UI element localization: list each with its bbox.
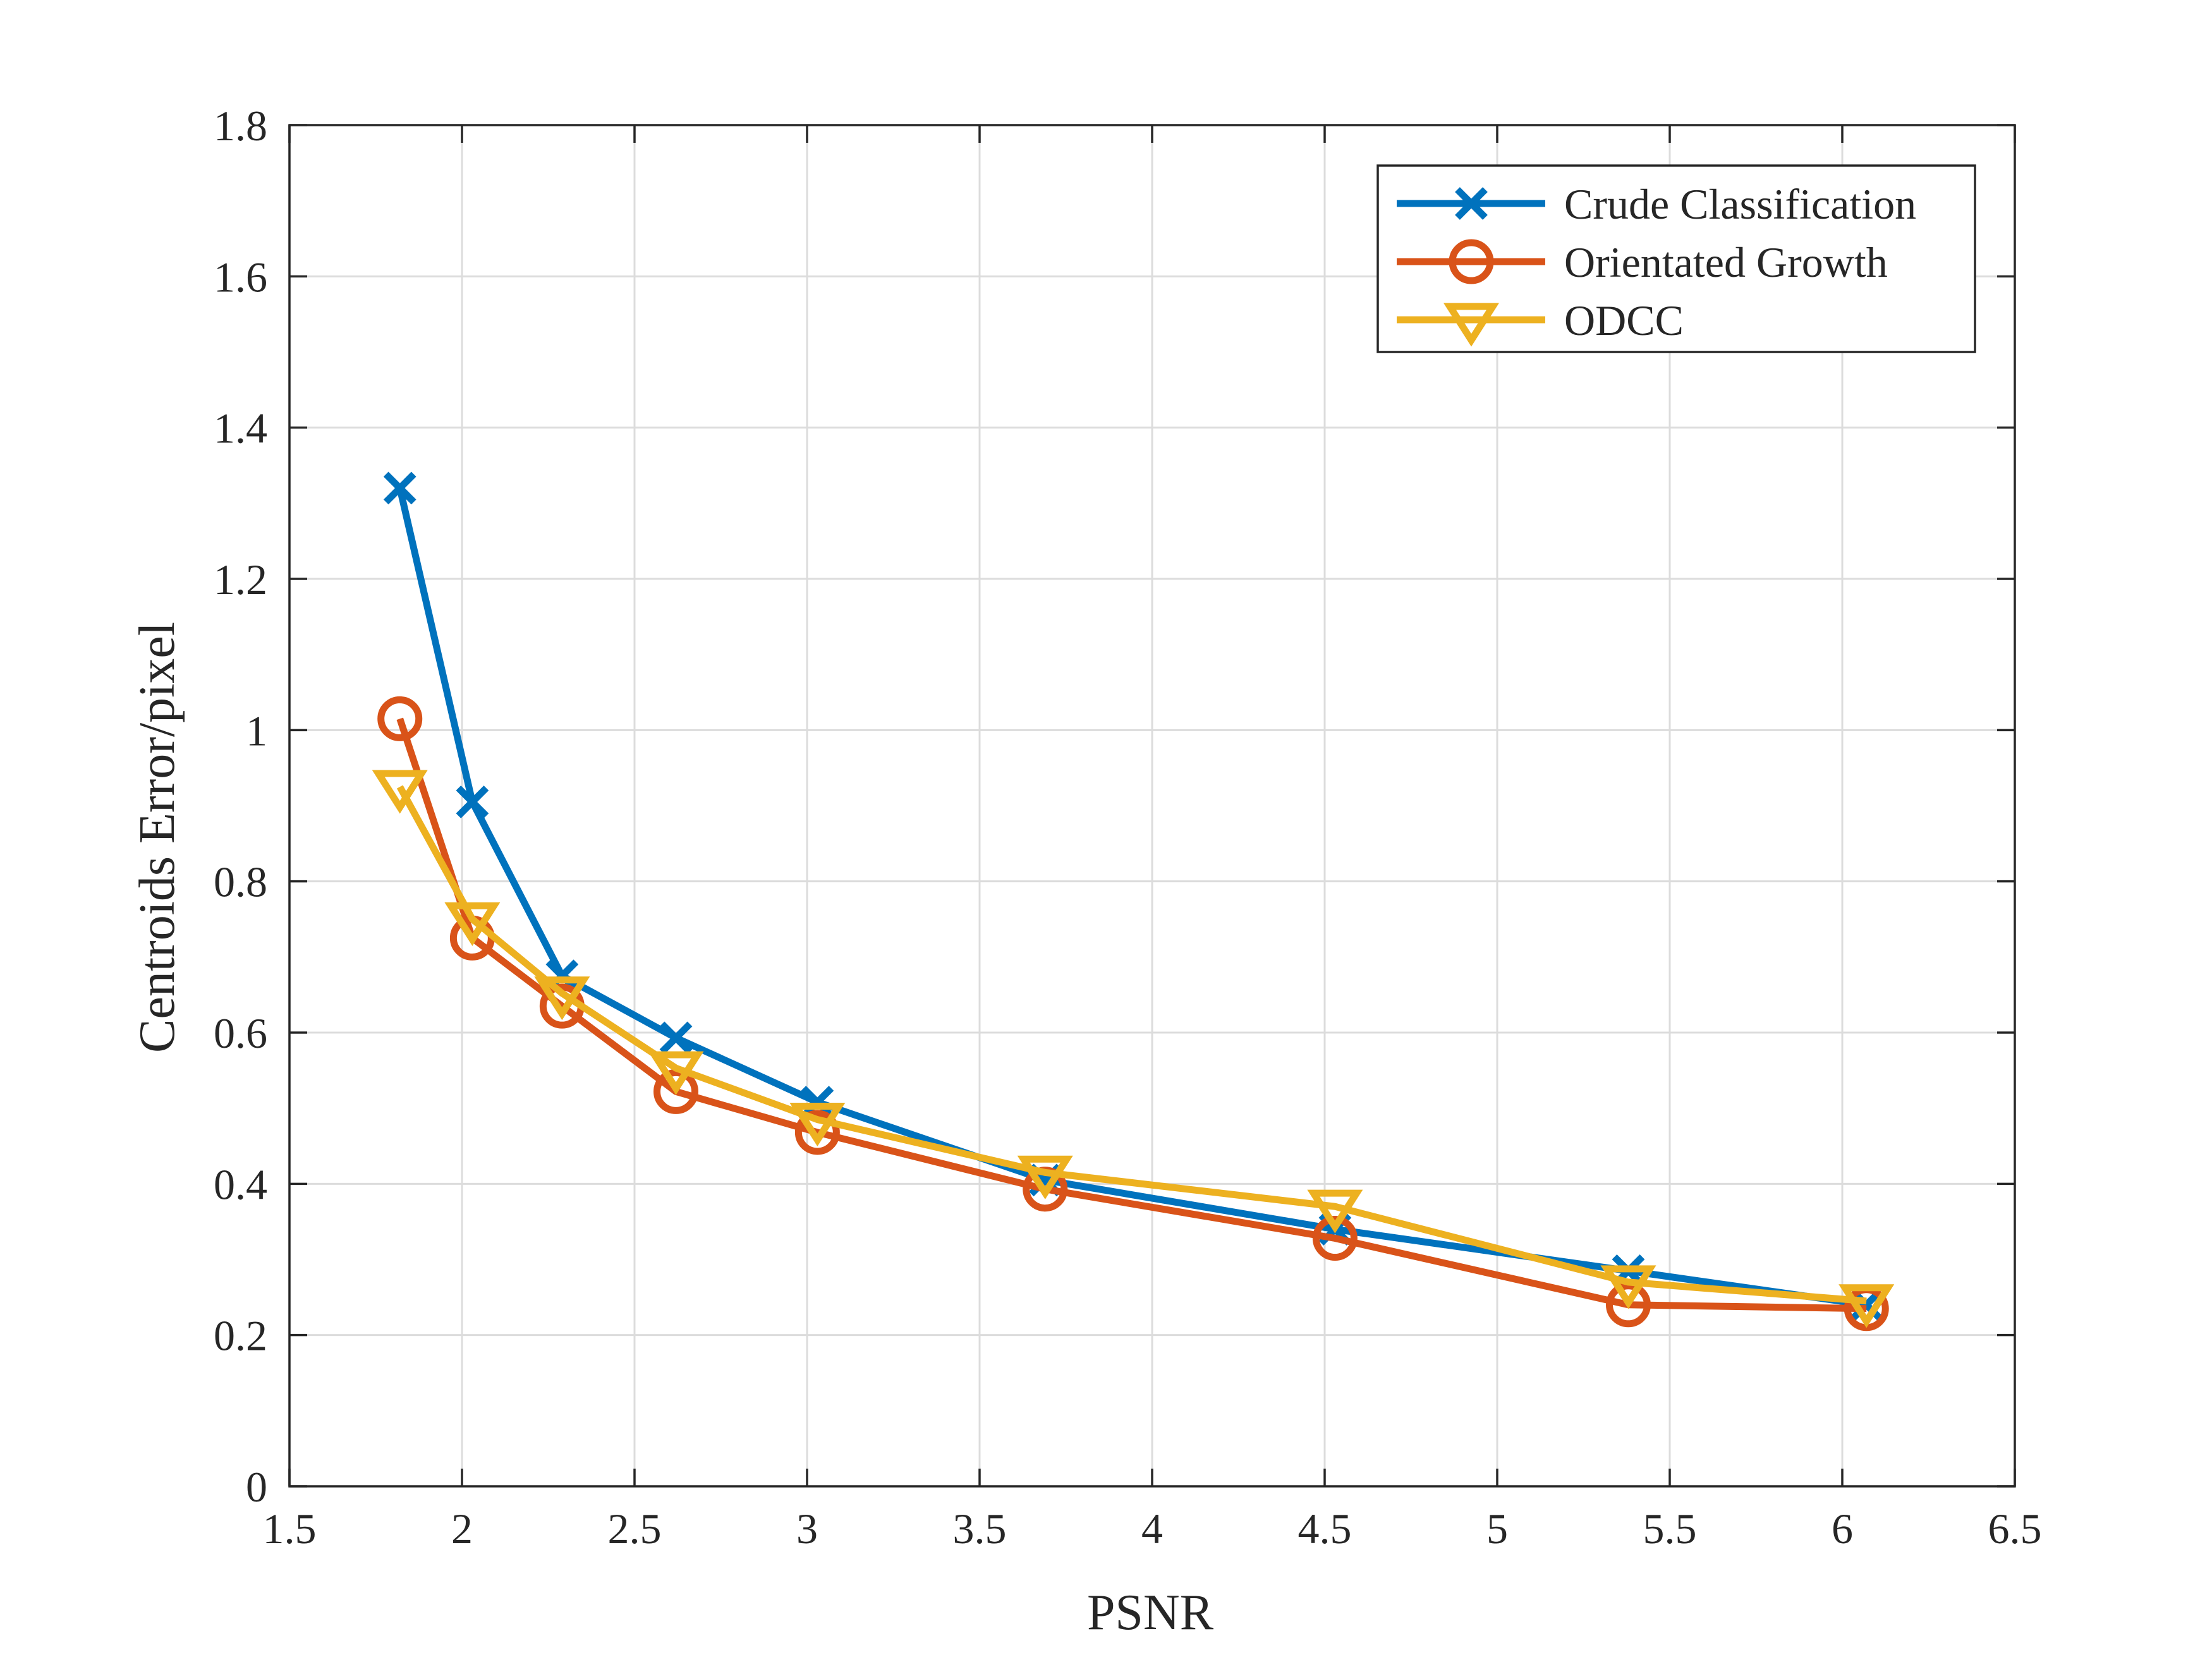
data-point <box>653 1069 699 1114</box>
x-tick-label: 4 <box>1141 1505 1163 1553</box>
y-tick-label: 1.2 <box>214 555 267 604</box>
x-marker-stroke <box>801 1086 834 1119</box>
data-point <box>534 976 590 1021</box>
x-marker-stroke <box>383 471 416 505</box>
x-axis-title: PSNR <box>1087 1585 1214 1641</box>
data-point <box>383 471 416 505</box>
y-tick-label: 1 <box>246 707 267 755</box>
legend: Crude Classification Orientated Growth ODC… <box>1376 164 1976 353</box>
x-tick-label: 5.5 <box>1643 1505 1697 1553</box>
legend-entry: ODCC <box>1397 296 1684 347</box>
y-tick-label: 0 <box>246 1463 267 1511</box>
x-marker-stroke <box>456 786 489 818</box>
data-point <box>794 1110 840 1155</box>
series-odcc <box>372 770 1895 1328</box>
legend-label: ODCC <box>1564 296 1684 344</box>
x-tick-label: 3.5 <box>953 1505 1007 1553</box>
data-point <box>648 1051 704 1095</box>
data-point <box>1307 1189 1363 1234</box>
y-tick-label: 0.8 <box>214 858 267 906</box>
x-tick-label: 3 <box>796 1505 818 1553</box>
x-tick-label: 5 <box>1486 1505 1508 1553</box>
data-point <box>1838 1284 1895 1328</box>
data-point <box>372 770 428 814</box>
x-tick-label: 1.5 <box>263 1505 317 1553</box>
legend-marker <box>1449 239 1494 284</box>
y-tick-label: 1.4 <box>214 404 267 452</box>
x-tick-label: 2 <box>451 1505 473 1553</box>
y-tick-label: 0.6 <box>214 1009 267 1057</box>
legend-label: Orientated Growth <box>1564 238 1888 286</box>
axes: 1.5 2 2.5 3 3.5 4 4.5 5 5.5 6 6.5 0 0.2 0.4 0.6 0.8 1 1.2… <box>214 102 2042 1553</box>
series-line <box>396 785 1867 1305</box>
x-tick-label: 6.5 <box>1988 1505 2042 1553</box>
series-group <box>372 471 1895 1331</box>
legend-marker <box>1443 303 1500 347</box>
legend-entry: Crude Classification <box>1397 180 1916 228</box>
data-point <box>1017 1155 1073 1199</box>
x-marker-stroke <box>659 1021 693 1055</box>
y-tick-label: 1.6 <box>214 253 267 301</box>
data-point <box>801 1086 834 1119</box>
data-point <box>377 696 423 741</box>
y-axis-title: Centroids Error/pixel <box>130 622 185 1053</box>
data-point <box>659 1021 693 1055</box>
legend-marker <box>1455 187 1488 220</box>
x-tick-label: 4.5 <box>1298 1505 1352 1553</box>
data-point <box>1312 1215 1358 1261</box>
legend-entry: Orientated Growth <box>1397 238 1888 286</box>
x-marker-stroke <box>1455 187 1488 220</box>
y-tick-label: 0.4 <box>214 1160 267 1208</box>
series-line <box>396 717 1867 1313</box>
x-tick-label: 2.5 <box>608 1505 662 1553</box>
y-tick-label: 0.2 <box>214 1312 267 1360</box>
data-point <box>456 786 489 818</box>
legend-label: Crude Classification <box>1564 180 1916 228</box>
data-point <box>444 902 501 947</box>
y-tick-label: 1.8 <box>214 102 267 150</box>
data-point <box>1605 1282 1651 1328</box>
data-point <box>1600 1265 1656 1309</box>
x-tick-label: 6 <box>1832 1505 1853 1553</box>
data-point <box>789 1103 846 1147</box>
